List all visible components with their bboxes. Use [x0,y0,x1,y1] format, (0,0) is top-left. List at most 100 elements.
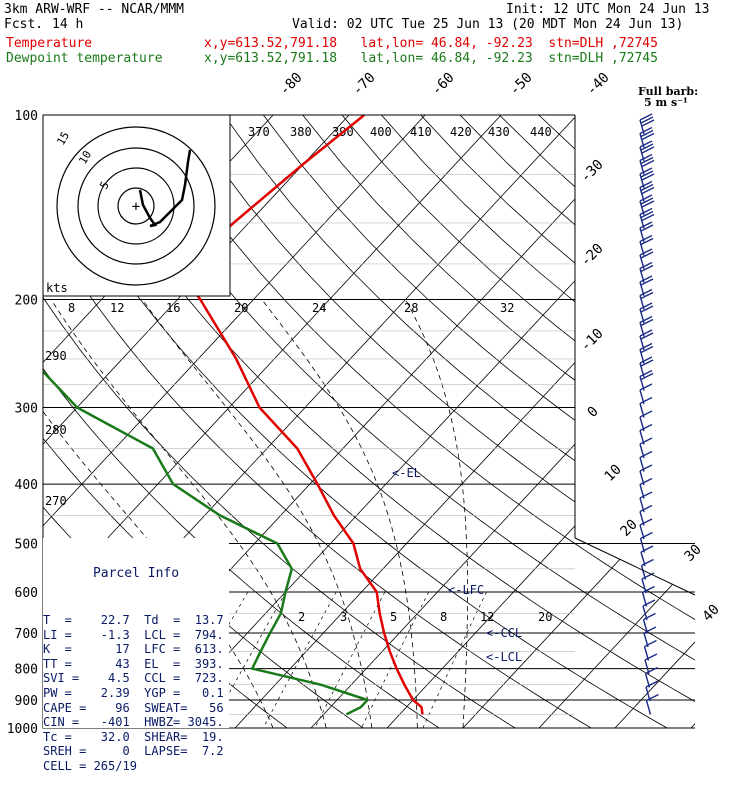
isotherm-line [43,115,426,728]
wind-barb-flag [639,207,653,216]
moist-adiabat-line [141,299,373,728]
hodograph-ring-label: 10 [76,149,94,167]
wind-barb-flag [639,356,653,364]
level-annotation: <-EL [392,466,421,480]
pressure-tick-label: 1000 [7,722,38,737]
isotherm-label: 0 [585,404,602,421]
isotherm-line [538,115,695,728]
fcst-label: Fcst. [4,17,44,32]
wind-barb-flag [641,213,655,222]
pressure-tick-label: 500 [15,537,38,552]
isotherm-label: -20 [578,241,607,270]
wind-barb-flag [639,369,653,378]
dewpoint-info: x,y=613.52,791.18 lat,lon= 46.84, -92.23… [204,51,658,66]
parcel-info-row: Tc = 32.0 SHEAR= 19. [43,729,224,744]
pressure-tick-label: 200 [15,294,38,309]
hodograph-center-mark: + [132,199,140,215]
parcel-info-row: PW = 2.39 YGP = 0.1 [43,685,224,700]
wind-barb-flag [639,180,653,189]
wind-barb-flag [640,237,654,246]
wind-barb-flag [639,396,653,405]
wind-barb-flag [641,132,655,141]
wind-barb-flag [639,437,653,445]
dry-adiabat-line [420,115,695,728]
wind-barb-flag [640,143,654,151]
moist-adiabat-line [43,299,274,728]
wind-barb-flag [640,291,654,300]
moist-adiabat-line [405,299,469,728]
isotherm-label: 20 [618,517,641,540]
parcel-info-row: CELL = 265/19 [43,758,137,773]
wind-barb-flag [644,639,657,648]
wind-barb-flag [639,234,653,243]
isotherm-label: -30 [578,157,607,186]
mixing-ratio-label: 20 [538,610,552,624]
dry-adiabat-line [656,115,695,728]
level-annotation: <-LCL [486,650,522,664]
wind-barb-flag [639,342,653,351]
mixing-ratio-label: 3 [340,610,347,624]
dry-adiabat-line [696,115,740,728]
isotherm-label: -50 [507,70,536,99]
parcel-info-row: SVI = 4.5 CCL = 723. [43,671,224,686]
wind-barb-flag [643,612,656,621]
theta-label: 290 [45,349,67,363]
pressure-tick-label: 100 [15,109,38,124]
parcel-info-row: TT = 43 EL = 393. [43,656,224,671]
mixing-ratio-label: 2 [298,610,305,624]
wind-barb-flag [640,531,653,540]
level-annotation: <-LFC [448,583,484,597]
wind-barb-flag [640,359,654,367]
wind-barb-flag [639,423,653,432]
dry-adiabat-line [223,115,695,728]
mixing-ratio-label: 24 [312,301,326,315]
wind-barb [645,700,652,715]
wind-barb-flag [640,305,654,313]
wind-barb-flag [641,146,655,154]
wind-barb-flag [640,224,654,232]
wind-barb-flag [639,329,653,337]
theta-e-label: 370 [248,125,270,139]
wind-barb-flag [639,464,653,472]
isotherm-line [690,115,695,728]
model-title: 3km ARW-WRF -- NCAR/MMM [4,2,185,17]
parcel-info-row: K = 17 LFC = 613. [43,642,224,657]
parcel-info-row: LI = -1.3 LCL = 794. [43,627,224,642]
hodograph-box [42,114,231,297]
wind-barb-flag [641,159,655,168]
wind-barb-flag [640,332,654,340]
isotherm-line [614,115,695,728]
temperature-info: x,y=613.52,791.18 lat,lon= 46.84, -92.23… [204,36,658,51]
isotherm-line [462,115,695,728]
wind-barb-flag [640,210,654,219]
wind-barb-flag [639,113,653,121]
hodograph-ring [97,167,175,245]
dry-adiabat-line [577,115,695,728]
temperature-label: Temperature [6,36,93,51]
fcst-value: 14 h [52,17,84,32]
wind-barb-flag [639,288,653,297]
isotherm-label: 10 [602,462,625,485]
pressure-tick-label: 800 [15,663,38,678]
wind-barb-flag [642,599,656,607]
wind-barb-flag [641,173,655,181]
wind-barb-flag [644,653,658,661]
pressure-tick-label: 400 [15,478,38,493]
wind-barb-flag [639,194,653,202]
wind-barb-flag [646,693,659,702]
dry-adiabat-line [341,115,695,728]
isotherm-label: 40 [700,602,723,625]
wind-barb-flag [640,129,654,138]
wind-barb-flag [645,666,658,675]
parcel-info-panel: Parcel Info T = 22.7 Td = 13.7 LI = -1.3 … [43,538,229,773]
dry-adiabat-line [499,115,695,728]
wind-barb-flag [641,119,655,127]
wind-barb-flag [640,278,654,286]
barb-legend-line2: 5 m s⁻¹ [644,96,688,109]
mixing-ratio-label: 16 [166,301,180,315]
wind-barb-flag [640,170,654,178]
barb-legend-line1: Full barb: [638,85,699,98]
parcel-info-row: T = 22.7 Td = 13.7 [43,612,224,627]
parcel-info-row: CAPE = 96 SWEAT= 56 [43,700,224,715]
